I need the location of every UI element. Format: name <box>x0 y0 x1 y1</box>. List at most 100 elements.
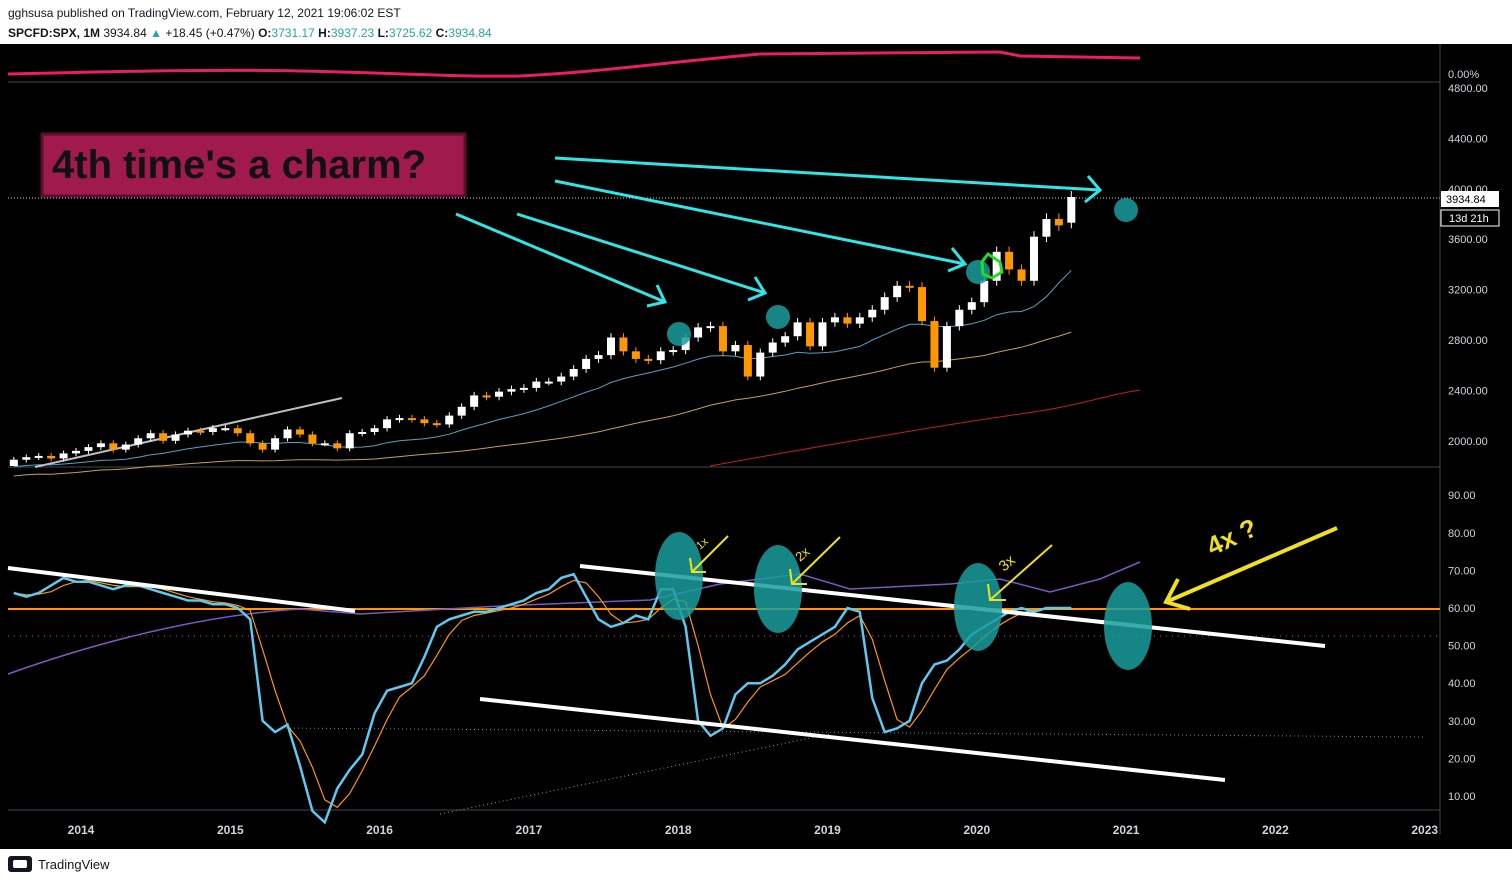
arrow-3-head <box>947 247 968 273</box>
candle-body <box>532 381 541 388</box>
year-label: 2016 <box>366 823 393 837</box>
candle-body <box>432 423 441 426</box>
year-label: 2015 <box>217 823 244 837</box>
publisher-line: gghsusa published on TradingView.com, Fe… <box>8 6 401 20</box>
candle-body <box>246 433 255 444</box>
annotation-text: 4th time's a charm? <box>52 143 426 187</box>
candle-body <box>470 395 479 407</box>
candle-body <box>121 444 130 450</box>
candle-body <box>1029 236 1038 281</box>
candle-body <box>980 280 989 303</box>
candle-body <box>930 321 939 368</box>
year-label: 2017 <box>516 823 543 837</box>
candle-body <box>992 251 1001 281</box>
low-value: 3725.62 <box>388 26 433 40</box>
year-label: 2014 <box>68 823 95 837</box>
candle-body <box>793 322 802 337</box>
rsi-tick-label: 30.00 <box>1448 716 1476 728</box>
candle-body <box>271 438 280 450</box>
top-pane-tick: 0.00% <box>1448 69 1479 81</box>
candle-body <box>482 395 491 398</box>
high-value: 3937.23 <box>330 26 375 40</box>
candle-body <box>880 297 889 310</box>
up-triangle-icon: ▲ <box>150 26 162 40</box>
candle-body <box>806 322 815 347</box>
rsi-axis: 90.00 80.00 70.00 60.00 50.00 40.00 30.00 20.00… <box>1448 490 1476 803</box>
candle-body <box>146 433 155 439</box>
candle-body <box>544 381 553 384</box>
candle-body <box>507 389 516 392</box>
candle-body <box>855 317 864 324</box>
close-value: 3934.84 <box>448 26 492 40</box>
footer-brand[interactable]: TradingView <box>38 856 110 872</box>
time-axis: 2014 2015 2016 2017 2018 2019 2020 2021 2022 2023 <box>68 823 1439 837</box>
year-label: 2021 <box>1113 823 1140 837</box>
price-tick-label: 2000.00 <box>1448 436 1488 448</box>
candle-body <box>221 428 230 431</box>
rsi-tick-label: 80.00 <box>1448 528 1476 540</box>
ohlc-line: SPCFD:SPX, 1M 3934.84 ▲ +18.45 (+0.47%) … <box>8 26 492 40</box>
rsi-line <box>13 572 1072 825</box>
candle-body <box>942 326 951 368</box>
rsi-ellipses <box>655 532 1152 670</box>
green-hexagon-marker <box>980 251 1004 280</box>
price-tick-label: 4400.00 <box>1448 133 1488 145</box>
countdown-value: 13d 21h <box>1449 213 1489 225</box>
yellow-arrow-4 <box>1165 526 1338 604</box>
candle-body <box>370 428 379 432</box>
candle-body <box>843 317 852 324</box>
candle-body <box>868 309 877 318</box>
trendline-rsi-left <box>7 566 356 613</box>
candle-body <box>743 345 752 377</box>
rsi-support-dots <box>281 727 1426 738</box>
rsi-tick-label: 40.00 <box>1448 678 1476 690</box>
high-label: H: <box>318 26 331 40</box>
yellow-arrow-2-head <box>789 568 807 585</box>
candle-body <box>557 376 566 382</box>
price-tick-label: 2400.00 <box>1448 385 1488 397</box>
arrow-1 <box>455 212 666 304</box>
ma-red <box>709 389 1141 467</box>
year-label: 2019 <box>814 823 841 837</box>
candle-body <box>183 430 192 435</box>
arrow-4 <box>554 156 1101 192</box>
year-label: 2020 <box>963 823 990 837</box>
yellow-arrows <box>689 526 1338 611</box>
candle-body <box>159 433 168 441</box>
open-label: O: <box>258 26 272 40</box>
candle-body <box>955 309 964 327</box>
candle-body <box>34 455 43 458</box>
tradingview-logo-icon <box>8 856 32 872</box>
candle-body <box>905 285 914 288</box>
candle-body <box>918 287 927 322</box>
candle-body <box>320 443 329 446</box>
change-value: +18.45 (+0.47%) <box>165 26 255 40</box>
candle-body <box>1017 269 1026 281</box>
open-value: 3731.17 <box>271 26 315 40</box>
candle-body <box>519 387 528 390</box>
candle-body <box>656 351 665 361</box>
rsi-signal-line <box>13 579 1072 809</box>
ma-tan <box>13 331 1072 477</box>
yellow-arrow-1-head <box>689 557 706 573</box>
peak-circle <box>766 305 790 329</box>
candle-body <box>84 447 93 451</box>
peak-circle <box>667 322 691 346</box>
candle-body <box>731 345 740 352</box>
rsi-tick-label: 10.00 <box>1448 791 1476 803</box>
yellow-arrow-2 <box>791 536 841 585</box>
price-tick-label: 3600.00 <box>1448 234 1488 246</box>
rsi-peak-ellipse <box>754 545 802 633</box>
chart-canvas[interactable]: 0.00% 4800.004400.004000.003600.003200.0… <box>0 44 1512 849</box>
candle-body <box>1054 219 1063 226</box>
candle-body <box>967 302 976 310</box>
candle-body <box>631 351 640 359</box>
candle-body <box>1042 219 1051 237</box>
ma-light-blue <box>13 269 1072 468</box>
price-tag-value: 3934.84 <box>1446 194 1486 206</box>
symbol-label[interactable]: SPCFD:SPX, 1M <box>8 26 101 40</box>
arrow-2 <box>516 212 766 295</box>
annotation-box <box>40 132 467 198</box>
candles <box>9 191 1076 466</box>
candle-body <box>171 434 180 441</box>
